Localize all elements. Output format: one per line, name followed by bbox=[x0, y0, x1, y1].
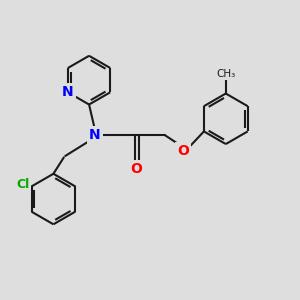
Text: N: N bbox=[89, 128, 101, 142]
Text: O: O bbox=[177, 145, 189, 158]
Text: Cl: Cl bbox=[16, 178, 29, 191]
Text: O: O bbox=[131, 162, 142, 176]
Text: N: N bbox=[62, 85, 74, 99]
Text: CH₃: CH₃ bbox=[216, 69, 236, 79]
